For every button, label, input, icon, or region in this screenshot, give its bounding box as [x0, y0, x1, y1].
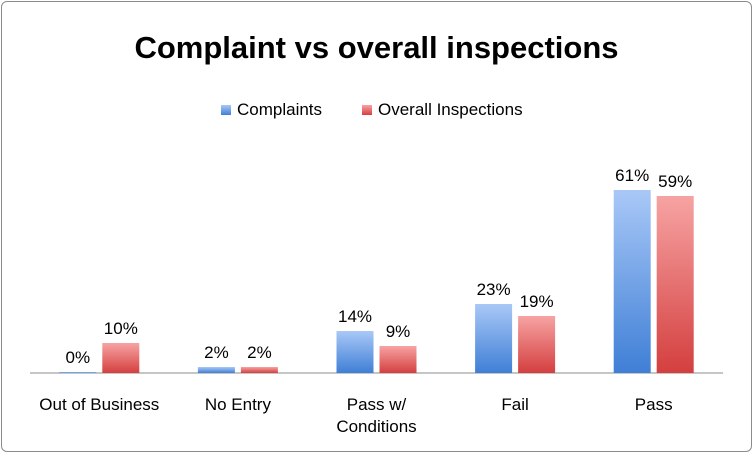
data-label-overall-inspections-pass-w-conditions: 9%	[386, 322, 411, 341]
bar-overall-inspections-pass	[656, 196, 694, 373]
bar-overall-inspections-pass-w-conditions	[379, 346, 417, 373]
bar-overall-inspections-no-entry	[240, 367, 278, 373]
bar-complaints-fail	[475, 304, 513, 373]
data-label-complaints-out-of-business: 0%	[66, 348, 91, 367]
category-label-pass: Pass	[635, 395, 673, 414]
legend-item-complaints: Complaints	[221, 100, 322, 120]
legend-label-complaints: Complaints	[237, 100, 323, 119]
data-label-overall-inspections-fail: 19%	[520, 292, 554, 311]
bar-complaints-no-entry	[197, 367, 235, 373]
chart-title: Complaint vs overall inspections	[134, 30, 619, 65]
category-label-out-of-business: Out of Business	[39, 395, 159, 414]
legend-label-overall-inspections: Overall Inspections	[378, 100, 523, 119]
data-label-complaints-pass: 61%	[615, 166, 649, 185]
bar-overall-inspections-fail	[518, 316, 556, 373]
category-label-pass-w-conditions: Pass w/Conditions	[336, 395, 416, 436]
category-label-no-entry: No Entry	[205, 395, 272, 414]
data-label-complaints-fail: 23%	[477, 280, 511, 299]
bar-complaints-pass-w-conditions	[336, 331, 374, 373]
data-label-overall-inspections-pass: 59%	[658, 172, 692, 191]
category-label-fail: Fail	[501, 395, 528, 414]
legend-swatch-complaints	[221, 105, 231, 115]
bar-complaints-out-of-business	[59, 372, 97, 373]
legend-item-overall-inspections: Overall Inspections	[362, 100, 523, 120]
bar-overall-inspections-out-of-business	[102, 343, 140, 373]
bar-complaints-pass	[613, 190, 651, 373]
legend-swatch-overall-inspections	[362, 105, 372, 115]
data-label-complaints-pass-w-conditions: 14%	[338, 307, 372, 326]
data-label-overall-inspections-no-entry: 2%	[247, 343, 272, 362]
data-label-complaints-no-entry: 2%	[204, 343, 229, 362]
data-label-overall-inspections-out-of-business: 10%	[104, 319, 138, 338]
legend: Complaints Overall Inspections	[0, 100, 753, 120]
